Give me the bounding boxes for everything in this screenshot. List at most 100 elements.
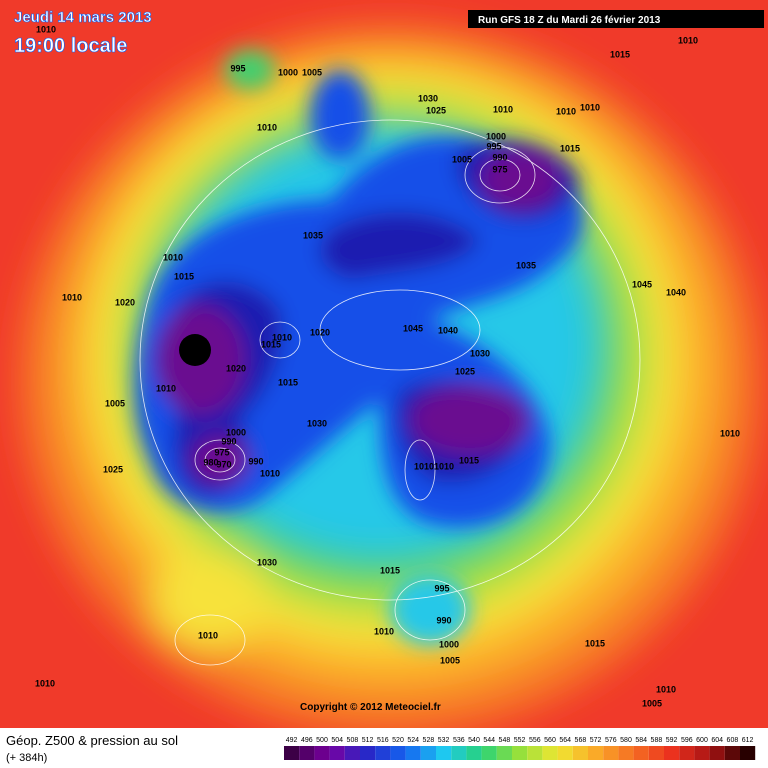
color-tick-label: 540 — [468, 737, 480, 744]
isobar-label: 1010 — [257, 122, 277, 132]
color-tick-label: 500 — [316, 737, 328, 744]
isobar-label: 1010 — [434, 461, 454, 471]
color-tick-label: 564 — [559, 737, 571, 744]
isobar-label: 1025 — [426, 105, 446, 115]
isobar-label: 995 — [434, 583, 449, 593]
color-bar: 492 496 500 504 508 512 516 520 524 528 532 536 540 5… — [284, 737, 756, 760]
isobar-label: 1045 — [632, 279, 652, 289]
isobar-label: 990 — [248, 456, 263, 466]
isobar-label: 1010 — [62, 292, 82, 302]
color-tick-label: 552 — [514, 737, 526, 744]
isobar-label: 975 — [492, 164, 507, 174]
isobar-label: 1015 — [585, 638, 605, 648]
color-tick-label: 548 — [499, 737, 511, 744]
color-tick-label: 608 — [727, 737, 739, 744]
color-tick-label: 588 — [651, 737, 663, 744]
legend-title: Géop. Z500 & pression au sol — [6, 733, 178, 748]
isobar-label: 990 — [221, 436, 236, 446]
color-swatch — [512, 746, 528, 760]
color-tick-label: 592 — [666, 737, 678, 744]
color-swatch — [481, 746, 497, 760]
color-swatch — [588, 746, 604, 760]
isobar-label: 995 — [230, 63, 245, 73]
isobar-label: 1010 — [678, 35, 698, 45]
color-swatch — [603, 746, 619, 760]
color-tick-label: 568 — [575, 737, 587, 744]
color-swatch — [329, 746, 345, 760]
color-tick-label: 532 — [438, 737, 450, 744]
isobar-label: 995 — [486, 141, 501, 151]
isobar-label: 1010 — [656, 684, 676, 694]
color-swatch — [679, 746, 695, 760]
color-tick-label: 572 — [590, 737, 602, 744]
color-tick-label: 600 — [696, 737, 708, 744]
isobar-label: 1005 — [642, 698, 662, 708]
isobar-label: 970 — [216, 459, 231, 469]
isobar-label: 1030 — [307, 418, 327, 428]
isobar-label: 1015 — [459, 455, 479, 465]
isobar-label: 1010 — [556, 106, 576, 116]
color-tick-label: 524 — [407, 737, 419, 744]
color-swatch — [709, 746, 725, 760]
isobar-label: 1005 — [302, 67, 322, 77]
isobar-label: 1020 — [226, 363, 246, 373]
isobar-label: 1010 — [156, 383, 176, 393]
color-tick-label: 544 — [483, 737, 495, 744]
color-swatch — [527, 746, 543, 760]
isobar-label: 1030 — [418, 93, 438, 103]
isobar-label: 1000 — [439, 639, 459, 649]
isobar-label: 1035 — [516, 260, 536, 270]
color-tick-label: 596 — [681, 737, 693, 744]
isobar-label: 1000 — [278, 67, 298, 77]
color-tick-label: 516 — [377, 737, 389, 744]
color-swatch — [572, 746, 588, 760]
color-swatch — [390, 746, 406, 760]
run-text: Run GFS 18 Z du Mardi 26 février 2013 — [478, 15, 661, 26]
color-tick-label: 604 — [711, 737, 723, 744]
isobar-label: 1035 — [303, 230, 323, 240]
isobar-label: 1010 — [198, 630, 218, 640]
color-tick-label: 576 — [605, 737, 617, 744]
color-swatch — [466, 746, 482, 760]
isobar-label: 1005 — [105, 398, 125, 408]
isobar-label: 980 — [203, 457, 218, 467]
isobar-label: 1010 — [36, 24, 56, 34]
isobar-label: 1020 — [115, 297, 135, 307]
color-swatch — [542, 746, 558, 760]
color-tick-label: 512 — [362, 737, 374, 744]
isobar-label: 1015 — [560, 143, 580, 153]
copyright: Copyright © 2012 Meteociel.fr — [300, 702, 441, 713]
isobar-label: 1010 — [35, 678, 55, 688]
color-tick-label: 520 — [392, 737, 404, 744]
isobar-label: 1000 — [486, 131, 506, 141]
color-tick-label: 580 — [620, 737, 632, 744]
isobar-label: 1030 — [257, 557, 277, 567]
color-tick-label: 496 — [301, 737, 313, 744]
isobar-label: 1005 — [452, 154, 472, 164]
isobar-label: 1015 — [610, 49, 630, 59]
color-swatch — [664, 746, 680, 760]
isobar-label: 1010 — [163, 252, 183, 262]
legend-subtitle: (+ 384h) — [6, 752, 47, 764]
isobar-label: 1005 — [440, 655, 460, 665]
isobar-label: 1025 — [455, 366, 475, 376]
color-swatch — [420, 746, 436, 760]
isobar-label: 990 — [436, 615, 451, 625]
color-swatch — [344, 746, 360, 760]
color-swatch — [557, 746, 573, 760]
isobar-label: 1045 — [403, 323, 423, 333]
color-swatch — [284, 746, 300, 760]
color-tick-label: 492 — [286, 737, 298, 744]
color-swatch — [740, 746, 756, 760]
color-swatch — [694, 746, 710, 760]
color-tick-label: 528 — [423, 737, 435, 744]
isobar-label: 1000 — [226, 427, 246, 437]
isobar-label: 1010 — [720, 428, 740, 438]
color-tick-label: 536 — [453, 737, 465, 744]
color-swatch — [451, 746, 467, 760]
isobar-label: 1015 — [380, 565, 400, 575]
isobar-label: 1020 — [310, 327, 330, 337]
